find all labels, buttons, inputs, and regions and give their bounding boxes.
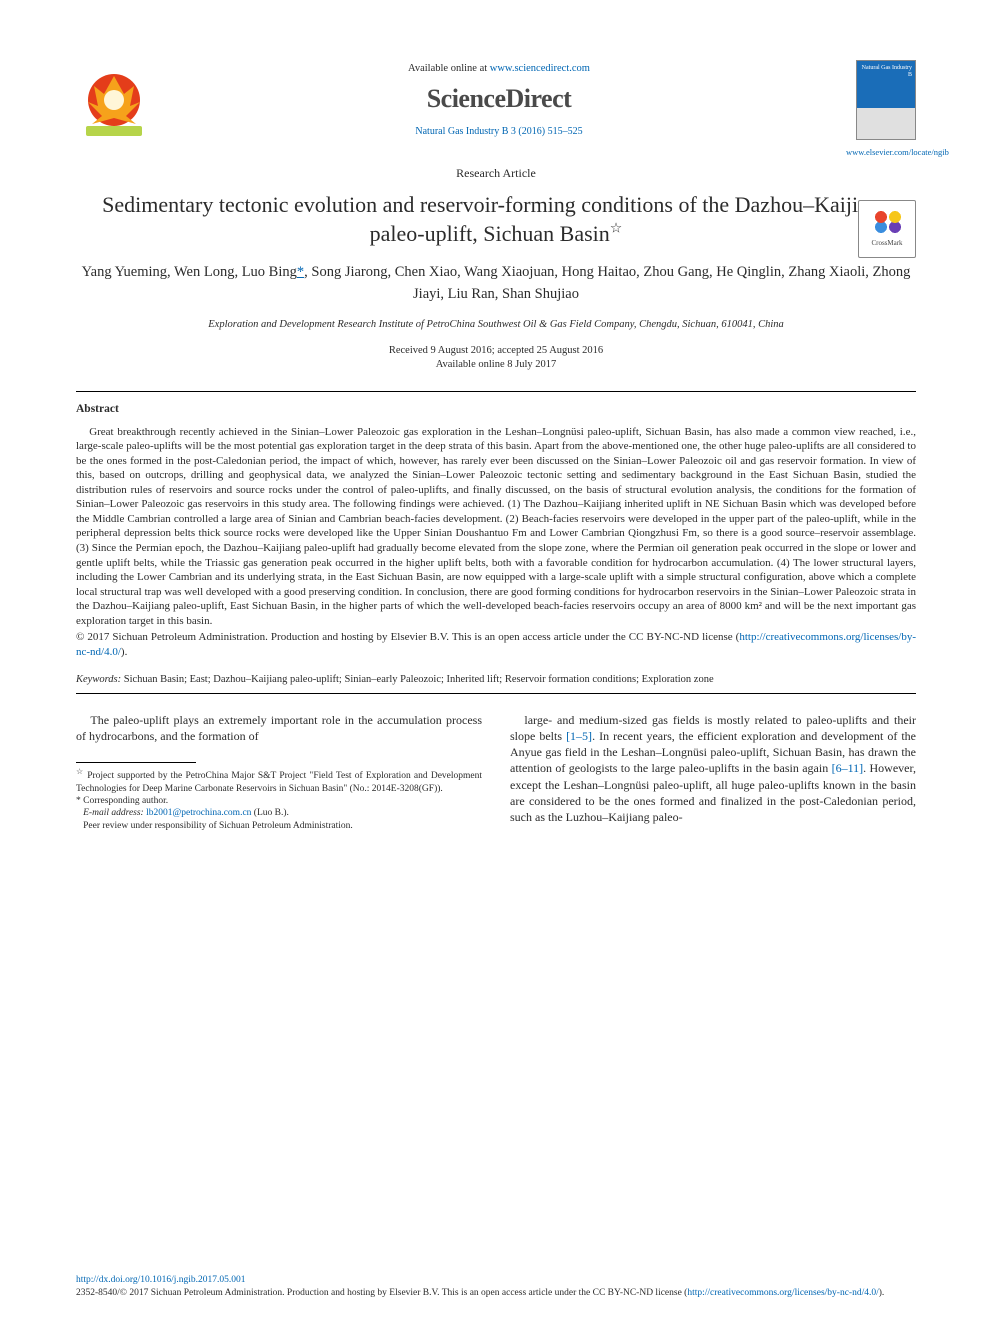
keywords: Keywords: Sichuan Basin; East; Dazhou–Ka…	[76, 673, 916, 687]
ref-link-6-11[interactable]: [6–11]	[832, 761, 864, 775]
journal-cover-block: www.elsevier.com/locate/ngib	[846, 60, 916, 158]
journal-locate-link[interactable]: www.elsevier.com/locate/ngib	[846, 147, 916, 158]
footnote-peer-review: Peer review under responsibility of Sich…	[76, 820, 482, 832]
header-center: Available online at www.sciencedirect.co…	[152, 60, 846, 138]
sciencedirect-url[interactable]: www.sciencedirect.com	[490, 63, 590, 74]
body-columns: The paleo-uplift plays an extremely impo…	[76, 712, 916, 832]
license-text: © 2017 Sichuan Petroleum Administration.…	[76, 631, 739, 643]
doi-link[interactable]: http://dx.doi.org/10.1016/j.ngib.2017.05…	[76, 1275, 246, 1285]
received-accepted: Received 9 August 2016; accepted 25 Augu…	[76, 344, 916, 359]
divider-top	[76, 391, 916, 392]
intro-paragraph-left: The paleo-uplift plays an extremely impo…	[76, 712, 482, 744]
issn-line: 2352-8540/© 2017 Sichuan Petroleum Admin…	[76, 1288, 687, 1298]
authors-part2: , Song Jiarong, Chen Xiao, Wang Xiaojuan…	[304, 264, 910, 302]
license-close: ).	[121, 646, 127, 658]
intro-paragraph-right: large- and medium-sized gas fields is mo…	[510, 712, 916, 825]
available-online-date: Available online 8 July 2017	[76, 358, 916, 373]
license-line: © 2017 Sichuan Petroleum Administration.…	[76, 630, 916, 659]
article-type: Research Article	[76, 166, 916, 182]
footnote-email: E-mail address: lb2001@petrochina.com.cn…	[76, 807, 482, 819]
authors-part1: Yang Yueming, Wen Long, Luo Bing	[82, 264, 297, 280]
title-footnote-star: ☆	[610, 222, 623, 237]
footnote-project-text: Project supported by the PetroChina Majo…	[76, 771, 482, 793]
affiliation: Exploration and Development Research Ins…	[76, 318, 916, 332]
sciencedirect-logo: ScienceDirect	[152, 82, 846, 116]
keywords-label: Keywords:	[76, 674, 121, 685]
footnote-star-icon: ☆	[76, 767, 84, 776]
corresponding-email-link[interactable]: lb2001@petrochina.com.cn	[146, 808, 251, 818]
available-prefix: Available online at	[408, 63, 490, 74]
available-online: Available online at www.sciencedirect.co…	[152, 62, 846, 76]
issn-copyright: 2352-8540/© 2017 Sichuan Petroleum Admin…	[76, 1287, 916, 1299]
page-header: Available online at www.sciencedirect.co…	[76, 60, 916, 158]
footer-license-url[interactable]: http://creativecommons.org/licenses/by-n…	[687, 1288, 878, 1298]
abstract-heading: Abstract	[76, 402, 916, 417]
page-footer: http://dx.doi.org/10.1016/j.ngib.2017.05…	[76, 1274, 916, 1299]
abstract-body: Great breakthrough recently achieved in …	[76, 425, 916, 628]
divider-bottom	[76, 693, 916, 694]
peer-review-text: Peer review under responsibility of Sich…	[83, 821, 353, 831]
footnote-rule	[76, 762, 196, 763]
column-right: large- and medium-sized gas fields is mo…	[510, 712, 916, 832]
article-dates: Received 9 August 2016; accepted 25 Augu…	[76, 344, 916, 373]
email-label: E-mail address:	[83, 808, 144, 818]
ref-link-1-5[interactable]: [1–5]	[566, 729, 592, 743]
crossmark-badge[interactable]: CrossMark	[858, 200, 916, 258]
keywords-list: Sichuan Basin; East; Dazhou–Kaijiang pal…	[121, 674, 714, 685]
journal-cover-thumbnail	[856, 60, 916, 140]
publisher-society-logo	[76, 64, 152, 140]
email-suffix: (Luo B.).	[251, 808, 288, 818]
column-left: The paleo-uplift plays an extremely impo…	[76, 712, 482, 832]
article-title: Sedimentary tectonic evolution and reser…	[76, 191, 916, 248]
footnote-corresponding: * Corresponding author.	[76, 795, 482, 807]
author-list: Yang Yueming, Wen Long, Luo Bing*, Song …	[76, 262, 916, 306]
footnotes: ☆ Project supported by the PetroChina Ma…	[76, 767, 482, 832]
issn-close: ).	[879, 1288, 885, 1298]
title-text: Sedimentary tectonic evolution and reser…	[102, 192, 890, 246]
journal-ref-link[interactable]: Natural Gas Industry B 3 (2016) 515–525	[415, 126, 582, 137]
footnote-project: ☆ Project supported by the PetroChina Ma…	[76, 767, 482, 795]
journal-reference: Natural Gas Industry B 3 (2016) 515–525	[152, 125, 846, 138]
